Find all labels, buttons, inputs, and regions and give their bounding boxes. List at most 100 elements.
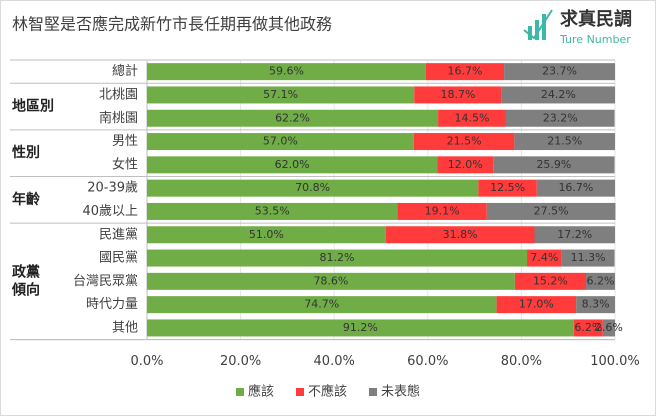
value-label: 59.6% <box>269 65 304 78</box>
legend-swatch <box>369 388 378 396</box>
value-label: 14.5% <box>455 111 490 124</box>
bar-segment <box>414 86 502 104</box>
value-label: 24.2% <box>541 88 576 101</box>
bar-segment <box>573 319 603 337</box>
group-label: 政黨 <box>12 263 40 280</box>
bar-segment <box>576 296 615 314</box>
bar-segment <box>147 272 515 290</box>
bar-segment <box>514 133 615 151</box>
bar-segment <box>147 296 497 314</box>
category-label: 民進黨 <box>99 227 138 242</box>
bar-segment <box>147 156 438 174</box>
bar-segment <box>147 249 528 267</box>
value-label: 70.8% <box>295 181 330 194</box>
legend-swatch <box>296 388 305 396</box>
value-label: 74.7% <box>304 298 339 311</box>
value-label: 17.0% <box>519 298 554 311</box>
category-label: 國民黨 <box>99 251 138 266</box>
value-label: 11.3% <box>571 251 606 264</box>
x-tick-label: 0.0% <box>130 354 163 369</box>
value-label: 31.8% <box>443 228 478 241</box>
value-label: 23.7% <box>542 65 577 78</box>
bar-segment <box>486 202 616 220</box>
legend-swatch <box>236 388 244 396</box>
bar-segment <box>147 202 398 220</box>
legend-label: 未表態 <box>381 384 420 400</box>
value-label: 2.6% <box>595 321 623 334</box>
x-tick-label: 40.0% <box>314 354 355 369</box>
value-label: 23.2% <box>543 111 578 124</box>
bar-segment <box>504 63 615 81</box>
value-label: 78.6% <box>313 274 348 287</box>
bar-segment <box>147 226 386 244</box>
bar-segment <box>561 249 615 267</box>
group-label: 傾向 <box>11 281 40 298</box>
value-label: 57.0% <box>263 135 298 148</box>
x-tick-label: 20.0% <box>220 354 261 369</box>
value-label: 51.0% <box>249 228 284 241</box>
bar-segment <box>147 179 479 197</box>
bar-segment <box>397 202 487 220</box>
value-label: 27.5% <box>534 204 569 217</box>
value-label: 12.5% <box>490 181 525 194</box>
bar-segment <box>536 179 615 197</box>
logo-subtitle: Ture Number <box>559 33 631 46</box>
category-label: 時代力量 <box>86 297 138 312</box>
bar-segment <box>478 179 537 197</box>
bar-segment <box>505 109 615 127</box>
category-label: 女性 <box>112 156 138 172</box>
bar-segment <box>147 63 426 81</box>
group-label: 年齡 <box>12 191 40 208</box>
group-label: 地區別 <box>12 98 54 115</box>
category-label: 20-39歲 <box>87 181 138 196</box>
bar-segment <box>147 109 439 127</box>
category-label: 總計 <box>112 63 138 79</box>
category-label: 台灣民眾黨 <box>73 274 138 289</box>
value-label: 62.2% <box>275 111 310 124</box>
value-label: 6.2% <box>574 321 602 334</box>
category-label: 40歲以上 <box>82 204 138 219</box>
bar-segment <box>514 272 586 290</box>
bar-segment <box>147 133 414 151</box>
value-label: 18.7% <box>441 88 476 101</box>
value-label: 57.1% <box>263 88 298 101</box>
bar-segment <box>147 319 574 337</box>
legend-label: 應該 <box>248 384 274 400</box>
bar-segment <box>534 226 615 244</box>
value-label: 8.3% <box>582 298 610 311</box>
value-label: 62.0% <box>275 158 310 171</box>
value-label: 6.2% <box>587 274 615 287</box>
x-tick-label: 100.0% <box>590 354 640 369</box>
logo-icon <box>523 9 553 40</box>
category-label: 南桃園 <box>99 110 138 126</box>
value-label: 25.9% <box>536 158 571 171</box>
value-label: 21.5% <box>447 135 482 148</box>
legend-label: 不應該 <box>308 384 347 400</box>
value-label: 16.7% <box>558 181 593 194</box>
bar-segment <box>413 133 515 151</box>
value-label: 7.4% <box>530 251 558 264</box>
value-label: 15.2% <box>533 274 568 287</box>
group-label: 性別 <box>12 144 40 161</box>
bar-segment <box>527 249 562 267</box>
bar-segment <box>147 86 415 104</box>
value-label: 81.2% <box>320 251 355 264</box>
bar-segment <box>496 296 577 314</box>
value-label: 21.5% <box>547 135 582 148</box>
value-label: 16.7% <box>448 65 483 78</box>
bar-segment <box>493 156 615 174</box>
category-label: 男性 <box>112 134 138 149</box>
bar-segment <box>385 226 535 244</box>
value-label: 19.1% <box>425 204 460 217</box>
value-label: 91.2% <box>343 321 378 334</box>
category-label: 其他 <box>112 320 138 335</box>
x-tick-label: 80.0% <box>501 354 542 369</box>
value-label: 12.0% <box>448 158 483 171</box>
bar-segment <box>585 272 615 290</box>
x-tick-label: 60.0% <box>407 354 448 369</box>
chart-title: 林智堅是否應完成新竹市長任期再做其他政務 <box>12 15 332 34</box>
bar-segment <box>425 63 505 81</box>
bar-segment <box>437 156 494 174</box>
bar-segment <box>501 86 615 104</box>
